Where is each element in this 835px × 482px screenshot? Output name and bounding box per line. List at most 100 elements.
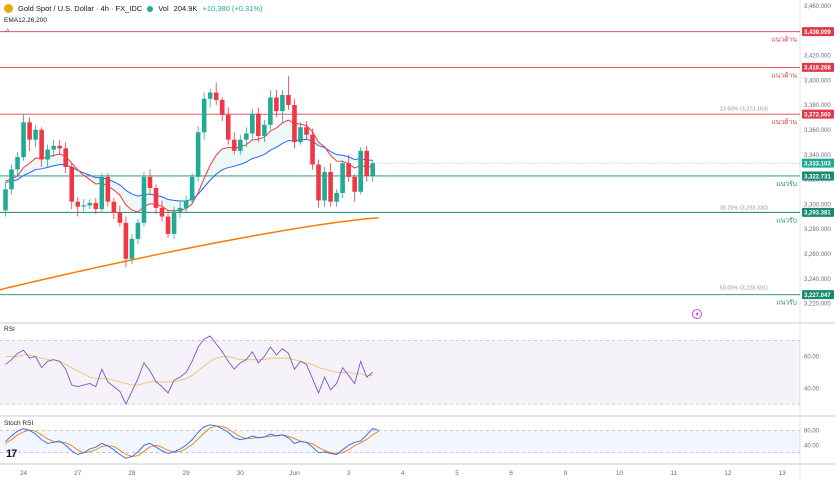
time-tick-label: 6 [509,470,513,477]
candle-body [105,176,111,202]
candle [147,169,153,195]
level-price-tag: 3,293.381 [802,207,834,217]
candle-body [334,193,339,202]
candle [135,219,141,244]
candle [111,197,117,220]
current-price-label: 3,333.103 [804,161,831,167]
candle-body [21,122,26,158]
price-tick-label: 3,280.000 [804,227,831,233]
candle-body [177,207,183,212]
candle [159,200,165,222]
candle-body [147,176,153,189]
time-tick-label: 10 [616,470,624,477]
level-price-tag: 3,227.047 [802,290,834,300]
candle-body [213,92,219,100]
candle [340,160,345,198]
candle-body [310,134,315,165]
ema-200-line [0,217,379,291]
time-tick-label: 9 [564,470,568,477]
candle [117,205,123,227]
rsi-band [0,340,800,405]
ema-cloud-fill [5,120,373,213]
candle-body [183,200,189,208]
candle-body [33,129,38,140]
symbol-title[interactable]: Gold Spot / U.S. Dollar · 4h · FX_IDC [18,4,143,13]
gold-symbol-logo-icon [4,4,13,13]
candle [3,181,8,217]
time-tick-label: 13 [778,470,786,477]
time-tick-label: 29 [182,470,190,477]
price-tick-label: 3,260.000 [804,252,831,258]
time-tick-label: Jun [289,470,300,477]
stoch-rsi-pane-label[interactable]: Stoch RSI [4,420,34,427]
rsi-tick-label: 40.00 [804,386,820,392]
candle [280,90,285,123]
candle-body [27,122,32,140]
level-price-tag: 3,322.731 [802,171,834,181]
candle [195,126,201,182]
candle [352,174,357,202]
candle-body [280,95,285,112]
lightning-icon-bolt [695,311,699,318]
level-tag-support: แนวรับ [776,299,797,307]
candle [69,163,75,210]
stoch-tick-label: 80.00 [804,429,820,435]
candle-body [87,202,93,206]
candle-body [364,150,369,176]
candle [57,139,62,155]
fib-label: 50.00% (3,228.591) [720,286,768,292]
level-price-tag-bg [802,27,834,37]
candle [165,210,171,238]
candle-body [57,145,62,149]
candle [123,216,129,268]
volume-label: Vol [158,4,169,13]
lightning-icon [692,309,702,319]
candle [244,127,249,148]
candle-body [316,164,321,201]
candle-body [292,104,297,143]
candle-body [111,201,117,213]
time-tick-label: 12 [724,470,732,477]
time-tick-label: 28 [128,470,136,477]
candle-body [231,139,237,151]
level-price-tag-bg [802,62,834,72]
candle [39,127,44,167]
candle-body [304,127,309,135]
stoch-tick-label: 40.00 [804,443,820,449]
candle-body [9,169,14,190]
collapse-chevron-up-icon[interactable]: ^ [6,29,10,36]
rsi-pane-label[interactable]: RSI [4,326,15,333]
candle [328,163,333,207]
candle-body [322,171,327,201]
tradingview-logo-icon[interactable]: 17 [6,448,17,460]
level-price-tag-bg [802,109,834,119]
rsi-line [5,335,373,406]
candle-body [286,95,291,105]
candle-body [123,222,129,259]
time-tick-label: 11 [670,470,677,477]
fib-label: 23.60% (3,373.163) [720,106,768,112]
lightning-icon-ring [692,309,702,319]
price-tick-label: 3,300.000 [804,202,831,208]
candle [213,82,219,105]
candle-body [225,114,231,140]
candle [250,108,255,139]
level-price-tag: 3,372.560 [802,109,834,119]
level-price-label: 3,410.268 [804,66,831,72]
fib-label: 38.20% (3,293.330) [720,205,768,211]
candle [256,107,261,143]
stoch-d-line [5,425,379,457]
candle [189,173,195,205]
candle-body [201,98,207,133]
level-tag-support: แนวรับ [776,180,797,188]
ema-indicator-label[interactable]: EMA12,26,200 [4,17,48,24]
candle-body [45,149,50,160]
candle [334,189,339,207]
rsi-tick-label: 60.00 [804,355,820,361]
candle-body [207,92,213,99]
price-tick-label: 3,420.000 [804,54,831,60]
candle [105,173,111,207]
candle-body [340,163,345,194]
